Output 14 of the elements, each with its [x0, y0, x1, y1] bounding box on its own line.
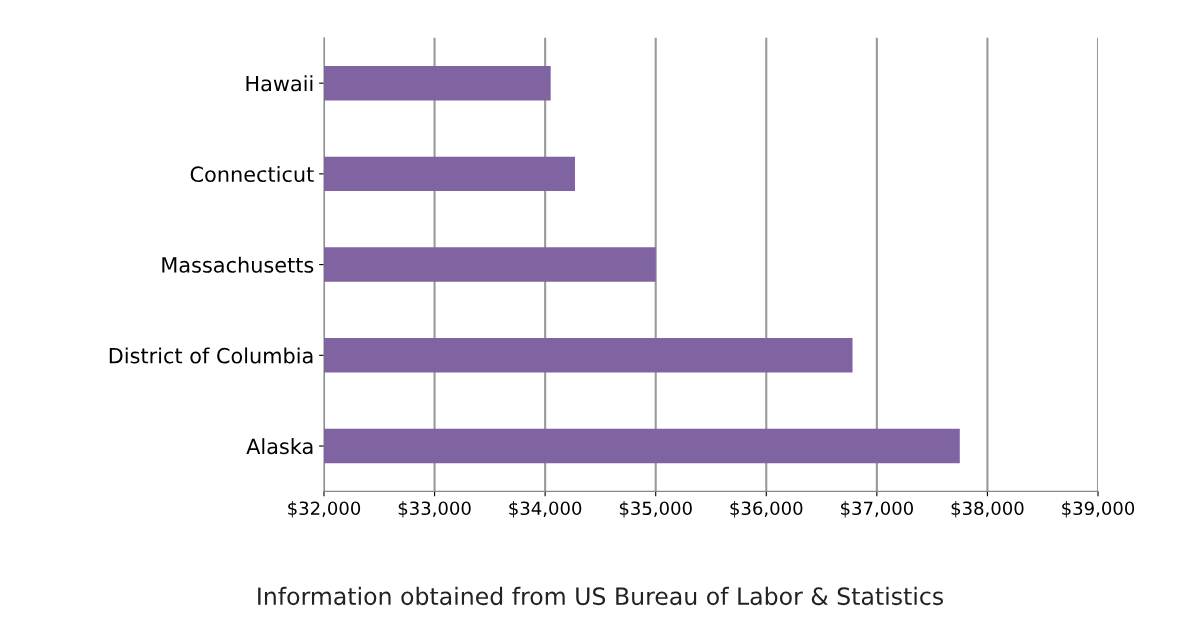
x-tick-label: $32,000: [288, 501, 361, 518]
x-tick-label: $36,000: [730, 501, 803, 518]
y-tick-label: Alaska: [246, 438, 313, 455]
x-tick-label: $34,000: [509, 501, 582, 518]
x-tick-label: $39,000: [1062, 501, 1135, 518]
x-tick-label: $37,000: [841, 501, 913, 518]
x-tick-label: $35,000: [619, 501, 692, 518]
y-tick-label: Hawaii: [246, 75, 313, 92]
y-tick-label: Connecticut: [190, 165, 314, 183]
text: Information obtained from US Bureau of Labor & Statistics: [258, 586, 943, 606]
x-tick-label: $38,000: [951, 501, 1024, 518]
y-tick-label: District of Columbia: [109, 347, 313, 364]
x-tick-label: $33,000: [398, 501, 471, 518]
y-tick-label: Massachusetts: [162, 256, 314, 273]
